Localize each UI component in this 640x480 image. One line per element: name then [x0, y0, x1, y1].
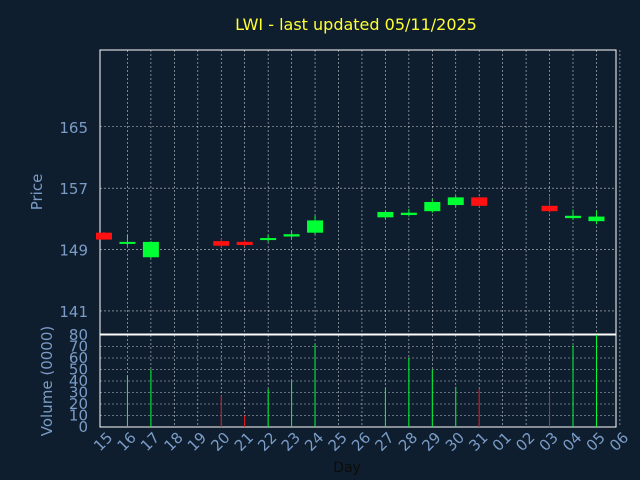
candle-03 — [541, 196, 558, 213]
price-panel-frame — [99, 49, 617, 335]
volume-grid — [100, 334, 621, 428]
volume-tick-label: 30 — [69, 384, 88, 402]
candle-24 — [307, 215, 324, 235]
candle-16 — [119, 234, 136, 246]
price-panel: 141 149 157 165 Price — [28, 49, 621, 335]
candle-body — [142, 241, 159, 258]
price-axis-label: Price — [28, 174, 46, 211]
price-grid — [100, 50, 621, 334]
candle-05 — [588, 210, 605, 225]
candle-body — [447, 197, 464, 206]
volume-tick-label: 60 — [69, 349, 88, 367]
candle-body — [424, 201, 441, 212]
chart-title: LWI - last updated 05/11/2025 — [235, 15, 477, 34]
volume-tick-label: 0 — [78, 418, 88, 436]
candle-21 — [236, 240, 253, 247]
candle-body — [283, 234, 300, 237]
candle-body — [96, 232, 112, 240]
candle-body — [119, 241, 136, 244]
price-y-ticks: 141 149 157 165 — [59, 119, 88, 321]
volume-bars — [126, 335, 597, 427]
volume-tick-label: 20 — [69, 395, 88, 413]
volume-axis-label: Volume (0000) — [38, 326, 56, 436]
candle-body — [377, 211, 394, 218]
candle-body — [400, 212, 417, 216]
candles — [96, 195, 605, 259]
candle-body — [213, 241, 230, 246]
candle-28 — [400, 208, 417, 217]
price-tick-label: 157 — [59, 180, 88, 198]
candle-body — [236, 241, 253, 245]
candle-20 — [213, 238, 230, 248]
volume-tick-label: 40 — [69, 372, 88, 390]
candle-27 — [377, 211, 394, 219]
x-ticks: 1516171819202122232425262728293031010203… — [90, 429, 632, 455]
candle-23 — [283, 231, 300, 239]
price-tick-label: 165 — [59, 119, 88, 137]
candle-body — [541, 205, 558, 212]
price-tick-label: 149 — [59, 242, 88, 260]
candle-31 — [471, 196, 488, 207]
x-axis-label: Day — [333, 460, 361, 476]
candle-04 — [565, 209, 581, 220]
candle-30 — [447, 195, 464, 207]
volume-tick-label: 50 — [69, 361, 88, 379]
candle-body — [588, 216, 605, 222]
candle-body — [260, 238, 277, 241]
candle-15 — [96, 231, 112, 240]
candle-22 — [260, 234, 277, 242]
candle-29 — [424, 198, 441, 213]
candle-17 — [142, 241, 159, 259]
volume-tick-label: 70 — [69, 338, 88, 356]
candle-body — [307, 220, 324, 233]
volume-tick-label: 80 — [69, 326, 88, 344]
volume-tick-label: 10 — [69, 407, 88, 425]
candle-body — [471, 197, 488, 206]
candle-body — [565, 215, 581, 219]
price-tick-label: 141 — [59, 303, 88, 321]
